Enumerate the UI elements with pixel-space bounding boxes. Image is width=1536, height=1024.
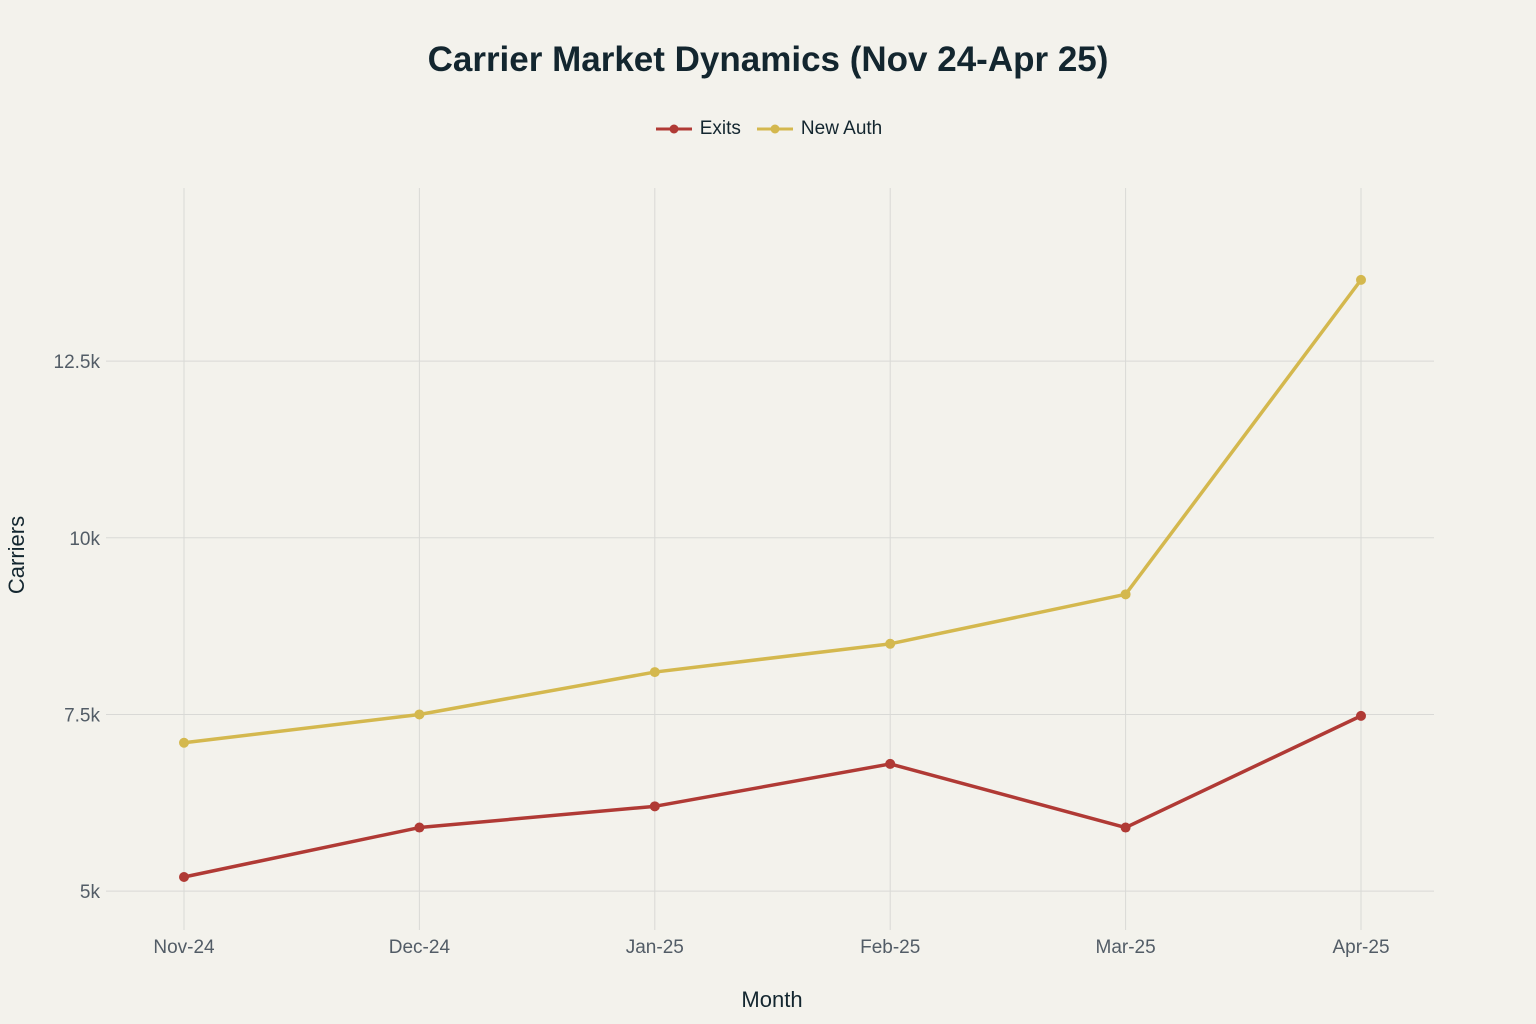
data-point-new-auth[interactable]: [1120, 589, 1131, 600]
data-point-exits[interactable]: [414, 822, 425, 833]
data-point-exits[interactable]: [649, 801, 660, 812]
data-point-new-auth[interactable]: [649, 667, 660, 678]
x-tick-label: Jan-25: [626, 937, 684, 958]
legend-swatch-exits: [655, 124, 692, 134]
data-point-new-auth[interactable]: [414, 709, 425, 720]
data-point-exits[interactable]: [179, 872, 189, 882]
tick-layer: Nov-24 Dec-24 Jan-25 Feb-25 Mar-25 Apr-25 5k 7.…: [54, 352, 1390, 958]
legend-swatch-new-auth: [756, 124, 793, 134]
data-point-exits[interactable]: [885, 758, 896, 769]
legend-swatch-marker-new-auth: [770, 124, 780, 134]
x-tick-label: Feb-25: [860, 937, 920, 958]
legend-item-exits[interactable]: Exits: [654, 118, 741, 140]
legend-swatch-marker-exits: [669, 124, 679, 134]
legend-item-new-auth[interactable]: New Auth: [755, 118, 882, 140]
x-axis-title: Month: [741, 987, 802, 1012]
chart-title: Carrier Market Dynamics (Nov 24-Apr 25): [427, 40, 1109, 79]
y-tick-label: 10k: [69, 529, 100, 550]
x-tick-label: Apr-25: [1332, 937, 1389, 958]
data-point-new-auth[interactable]: [179, 737, 189, 748]
data-point-exits[interactable]: [1356, 710, 1366, 721]
x-tick-label: Nov-24: [153, 937, 215, 958]
legend-label-new-auth: New Auth: [800, 118, 883, 139]
grid-layer: [106, 188, 1434, 930]
series-line-new-auth: [182, 278, 1363, 745]
x-tick-label: Dec-24: [389, 937, 451, 958]
legend-label-exits: Exits: [699, 118, 741, 139]
x-tick-label: Mar-25: [1096, 937, 1156, 958]
y-tick-label: 5k: [80, 882, 101, 903]
data-point-exits[interactable]: [1120, 822, 1131, 833]
y-tick-label: 7.5k: [64, 705, 100, 726]
series-layer: [179, 274, 1366, 882]
y-tick-label: 12.5k: [54, 352, 101, 373]
data-point-new-auth[interactable]: [1356, 274, 1366, 285]
data-point-new-auth[interactable]: [885, 638, 896, 649]
series-line-exits: [182, 714, 1363, 879]
y-axis-title: Carriers: [4, 516, 29, 594]
legend: Exits New Auth: [0, 118, 1536, 140]
